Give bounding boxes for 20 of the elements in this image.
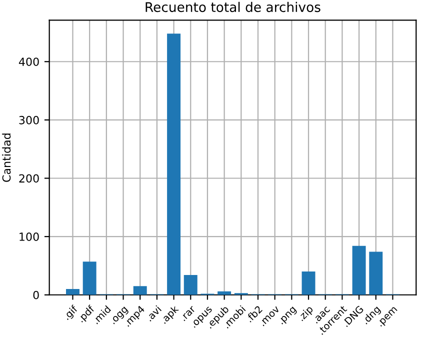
bar	[167, 34, 181, 295]
bar	[369, 252, 383, 295]
y-tick-label: 300	[19, 116, 39, 124]
y-tick-label: 200	[19, 174, 39, 183]
x-tick-label: .rar	[180, 306, 196, 322]
x-tick-label: .fb2	[245, 305, 263, 323]
x-tick-label: .gif	[62, 304, 80, 322]
x-tick-label: .zip	[297, 304, 315, 323]
y-tick-label: 100	[20, 232, 39, 241]
bar	[82, 262, 96, 295]
bar	[302, 272, 316, 295]
bar	[184, 275, 198, 295]
y-tick-label: 0	[33, 290, 39, 300]
bar	[352, 246, 366, 295]
x-tick-label: .avi	[145, 305, 162, 322]
chart-title: Recuento total de archivos	[146, 2, 320, 12]
y-tick-label: 400	[18, 58, 39, 66]
bar	[133, 286, 147, 295]
bar	[66, 289, 80, 295]
y-axis-title: Cantidad	[2, 134, 11, 182]
